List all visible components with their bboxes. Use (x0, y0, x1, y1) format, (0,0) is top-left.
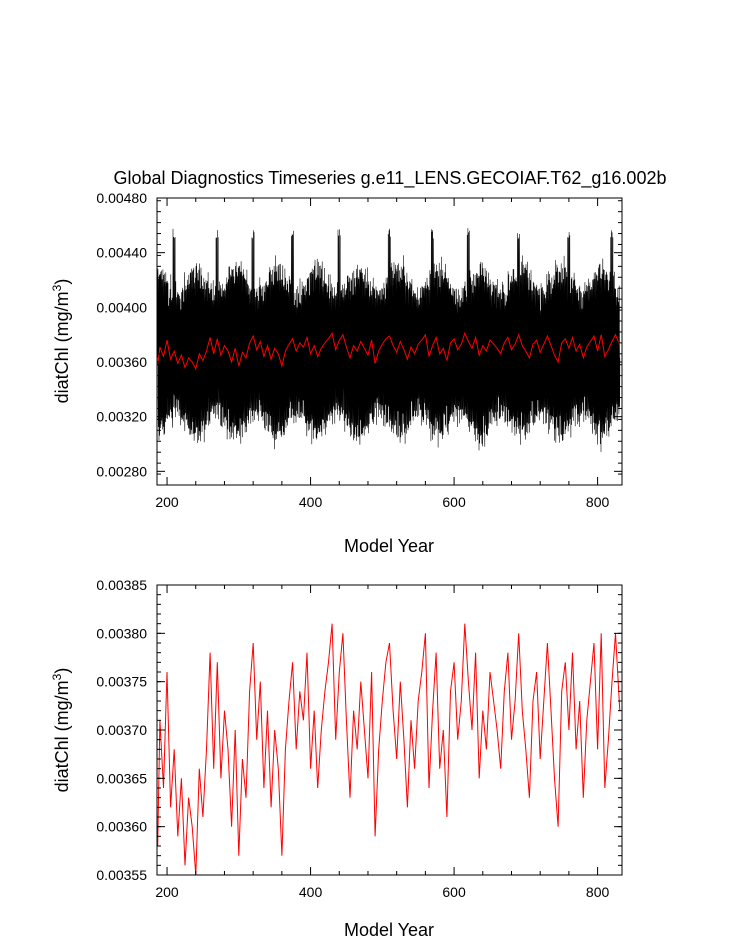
top-x-tick-label: 400 (299, 494, 323, 510)
top-chart: Global Diagnostics Timeseries g.e11_LENS… (50, 168, 666, 556)
top-y-tick-label: 0.00280 (96, 463, 147, 479)
top-y-tick-label: 0.00320 (96, 409, 147, 425)
bottom-y-tick-label: 0.00380 (96, 625, 147, 641)
bottom-y-tick-label: 0.00385 (96, 577, 147, 593)
top-y-axis-label: diatChl (mg/m3) (50, 279, 72, 404)
bottom-y-tick-label: 0.00375 (96, 674, 147, 690)
top-y-tick-label: 0.00360 (96, 354, 147, 370)
bottom-x-tick-label: 200 (155, 884, 179, 900)
top-plot-frame (156, 197, 623, 486)
bottom-y-axis-label-superscript: 3 (50, 673, 64, 680)
bottom-x-tick-label: 600 (442, 884, 466, 900)
bottom-chart: 200 400 600 800 0.00355 0.00360 0.00365 0.00370… (50, 577, 623, 940)
chart-title: Global Diagnostics Timeseries g.e11_LENS… (114, 168, 667, 189)
bottom-x-axis-label: Model Year (344, 920, 434, 940)
bottom-series-group (157, 623, 621, 876)
top-x-tick-label: 200 (155, 494, 179, 510)
bottom-annual-mean-series-line (157, 623, 621, 876)
top-x-tick-label: 600 (442, 494, 466, 510)
top-y-tick-label: 0.00480 (96, 190, 147, 206)
top-y-axis-label-close: ) (52, 279, 72, 285)
bottom-y-tick-label: 0.00370 (96, 722, 147, 738)
bottom-x-tick-label: 800 (586, 884, 610, 900)
bottom-y-tick-label: 0.00355 (96, 867, 147, 883)
bottom-x-tick-label: 400 (299, 884, 323, 900)
top-y-axis-label-main: diatChl (mg/m (52, 291, 72, 403)
top-x-axis-label: Model Year (344, 536, 434, 556)
bottom-y-axis-label: diatChl (mg/m3) (50, 668, 72, 793)
top-ticks-group: 200 400 600 800 0.00280 0.00320 0.00360 0.00400… (96, 190, 622, 510)
top-series-group (157, 228, 621, 452)
top-y-tick-label: 0.00400 (96, 299, 147, 315)
bottom-y-axis-label-close: ) (52, 668, 72, 674)
top-monthly-series-line (157, 228, 621, 452)
bottom-ticks-group: 200 400 600 800 0.00355 0.00360 0.00365 0.00370… (96, 577, 622, 900)
bottom-y-tick-label: 0.00365 (96, 770, 147, 786)
bottom-y-tick-label: 0.00360 (96, 819, 147, 835)
top-annual-mean-series-line (157, 331, 621, 371)
top-x-tick-label: 800 (586, 494, 610, 510)
bottom-y-axis-label-main: diatChl (mg/m (52, 680, 72, 792)
top-y-axis-label-superscript: 3 (50, 284, 64, 291)
top-y-tick-label: 0.00440 (96, 245, 147, 261)
